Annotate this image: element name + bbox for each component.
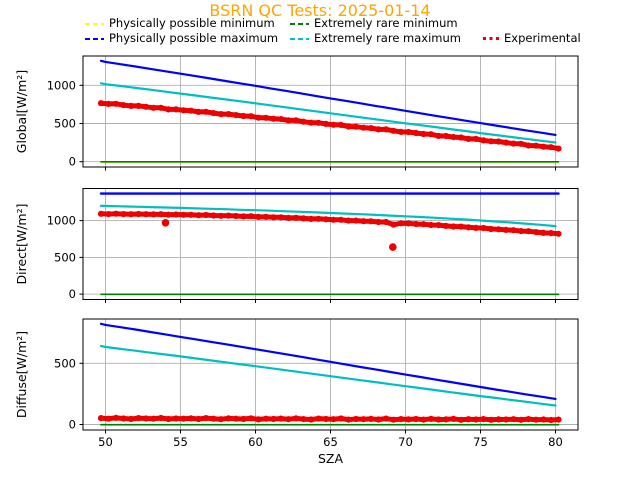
x-tick-label: 60 [248,435,263,449]
series-physically-possible-maximum [99,59,557,136]
y-tick-label: 0 [69,418,76,432]
legend-label: Physically possible maximum [109,31,279,45]
y-ticks [79,84,83,163]
x-tick-label: 50 [98,435,113,449]
legend-item-physically-possible-maximum: Physically possible maximum [85,32,278,45]
legend-item-physically-possible-minimum: Physically possible minimum [85,17,275,30]
legend: Physically possible minimum Physically p… [0,0,640,48]
y-axis-label-global: Global[W/m²] [14,70,29,153]
y-tick-label: 500 [54,250,76,264]
x-tick-label: 75 [473,435,488,449]
outlier-point [161,219,170,227]
series-extremely-rare-maximum [99,82,557,144]
x-tick-label: 55 [173,435,188,449]
subplot-diffuse: 50 55 60 65 70 75 80 0 500 Diffuse[W/m²] SZA [14,318,579,466]
subplot-global: 0 500 1000 Global[W/m²] [14,55,579,171]
y-tick-label: 0 [69,155,76,169]
legend-label: Physically possible minimum [109,16,275,30]
subplot-direct: 0 500 1000 Direct[W/m²] [14,188,579,303]
dotted-line-swatch-icon [483,37,499,40]
x-ticks [105,167,556,171]
legend-item-extremely-rare-minimum: Extremely rare minimum [290,17,458,30]
x-tick-label: 70 [398,435,413,449]
legend-label: Extremely rare maximum [314,31,461,45]
gridlines [83,319,578,430]
y-tick-label: 500 [54,356,76,370]
dashed-line-swatch-icon [290,37,309,40]
dashed-line-swatch-icon [85,22,104,25]
y-tick-label: 0 [69,287,76,301]
dashed-line-swatch-icon [290,22,309,25]
y-tick-label: 1000 [47,214,76,228]
series-physically-possible-maximum [99,322,557,400]
y-tick-label: 1000 [47,78,76,92]
x-axis-label: SZA [318,451,343,466]
series-experimental [97,100,562,152]
y-ticks [79,362,83,425]
legend-item-extremely-rare-maximum: Extremely rare maximum [290,32,461,45]
gridlines [83,188,578,300]
x-ticks [105,430,556,434]
y-tick-label: 500 [54,117,76,131]
y-ticks [79,220,83,295]
y-axis-label-direct: Direct[W/m²] [14,204,29,285]
legend-label: Extremely rare minimum [314,16,458,30]
y-axis-label-diffuse: Diffuse[W/m²] [14,331,29,418]
x-tick-label: 80 [548,435,563,449]
x-tick-label: 65 [323,435,338,449]
series-extremely-rare-maximum [99,204,557,228]
chart-title: BSRN QC Tests: 2025-01-14 [209,1,431,20]
legend-item-experimental: Experimental [483,32,581,45]
series-experimental [97,210,562,251]
legend-label: Experimental [504,31,581,45]
dashed-line-swatch-icon [85,37,104,40]
series-experimental [97,414,562,424]
outlier-point [389,243,397,251]
series-extremely-rare-maximum [99,344,557,407]
x-ticks [105,299,556,303]
gridlines [83,56,578,167]
